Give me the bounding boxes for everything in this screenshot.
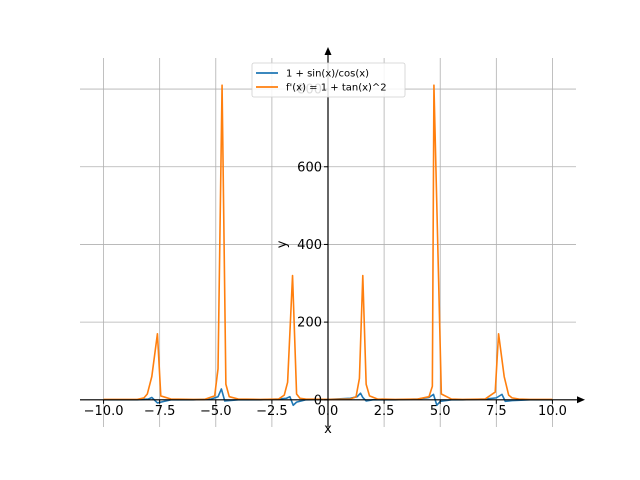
y-axis-label: y [275, 240, 290, 248]
x-tick-label: −5.0 [200, 404, 232, 419]
y-tick-label: 200 [297, 316, 322, 331]
axes [80, 47, 585, 427]
legend-label-1: 1 + sin(x)/cos(x) [286, 69, 369, 80]
legend: 1 + sin(x)/cos(x) f'(x) = 1 + tan(x)^2 [251, 62, 406, 98]
y-tick-label: 600 [297, 160, 322, 175]
y-axis-arrow-icon [324, 47, 332, 55]
x-tick-label: −10.0 [84, 404, 124, 419]
x-axis-arrow-icon [577, 396, 585, 404]
legend-box [251, 62, 406, 98]
ticks: −10.0 −7.5 −5.0 −2.5 0.0 2.5 5.0 7.5 10.0 0 200 400… [84, 83, 567, 419]
x-tick-label: −2.5 [256, 404, 288, 419]
x-tick-label: 0.0 [318, 404, 339, 419]
legend-label-2: f'(x) = 1 + tan(x)^2 [286, 83, 387, 94]
y-tick-label: 0 [314, 393, 322, 408]
x-tick-label: 7.5 [486, 404, 507, 419]
x-axis-label: x [324, 422, 332, 437]
y-tick-label: 400 [297, 238, 322, 253]
x-tick-label: 5.0 [430, 404, 451, 419]
x-tick-label: 2.5 [374, 404, 395, 419]
x-tick-label: −7.5 [144, 404, 176, 419]
x-tick-label: 10.0 [538, 404, 567, 419]
